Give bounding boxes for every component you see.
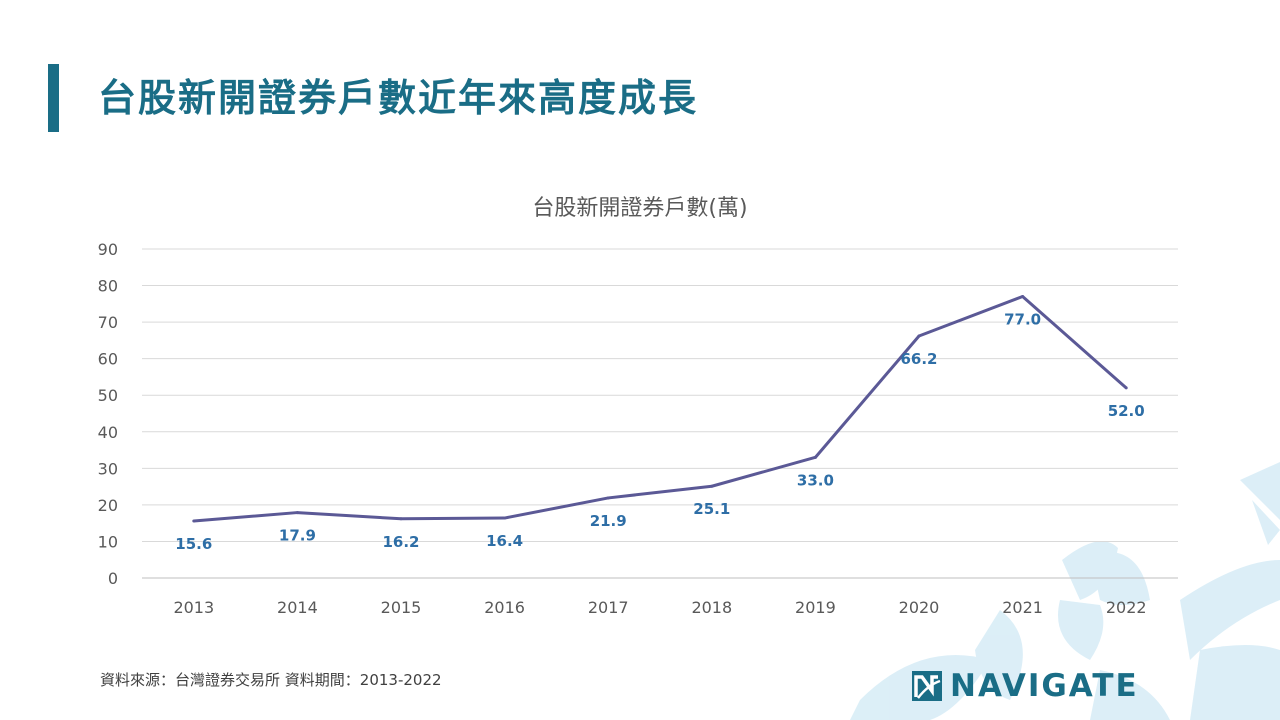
y-tick-label: 20 [98,496,118,515]
page-title: 台股新開證券戶數近年來高度成長 [98,76,699,120]
data-label: 66.2 [900,350,937,368]
data-label: 77.0 [1004,311,1041,329]
x-tick-label: 2014 [277,598,318,617]
title-accent-bar [48,64,59,132]
x-tick-label: 2020 [899,598,940,617]
data-label: 15.6 [175,535,212,553]
x-tick-label: 2013 [173,598,214,617]
data-point [1021,295,1025,299]
y-tick-label: 80 [98,277,118,296]
data-label: 25.1 [693,500,730,518]
chart-title: 台股新開證券戶數(萬) [532,196,748,221]
series-line [193,295,1128,523]
x-tick-label: 2015 [381,598,422,617]
x-tick-label: 2017 [588,598,629,617]
data-label: 52.0 [1108,402,1145,420]
data-point [813,455,817,459]
data-label: 17.9 [279,527,316,545]
data-point [606,496,610,500]
y-tick-label: 70 [98,313,118,332]
data-label: 21.9 [590,512,627,530]
y-tick-label: 90 [98,240,118,259]
x-tick-label: 2018 [691,598,732,617]
x-tick-label: 2021 [1002,598,1043,617]
data-point [710,484,714,488]
brand-name: NAVIGATE [950,668,1139,704]
data-label: 16.2 [382,533,419,551]
y-tick-label: 0 [108,569,118,588]
y-tick-label: 30 [98,459,118,478]
data-point [192,519,196,523]
navigate-logo-icon [912,671,942,701]
source-note: 資料來源：台灣證券交易所 資料期間：2013-2022 [100,671,442,689]
data-label: 33.0 [797,471,834,489]
data-label: 16.4 [486,532,523,550]
brand-logo: NAVIGATE [912,668,1139,704]
x-tick-label: 2016 [484,598,525,617]
y-tick-label: 10 [98,532,118,551]
y-tick-label: 40 [98,423,118,442]
data-point [399,517,403,521]
data-point [295,511,299,515]
x-tick-label: 2019 [795,598,836,617]
y-tick-label: 60 [98,350,118,369]
data-point [917,334,921,338]
data-point [1124,386,1128,390]
y-tick-label: 50 [98,386,118,405]
data-point [503,516,507,520]
x-tick-label: 2022 [1106,598,1147,617]
